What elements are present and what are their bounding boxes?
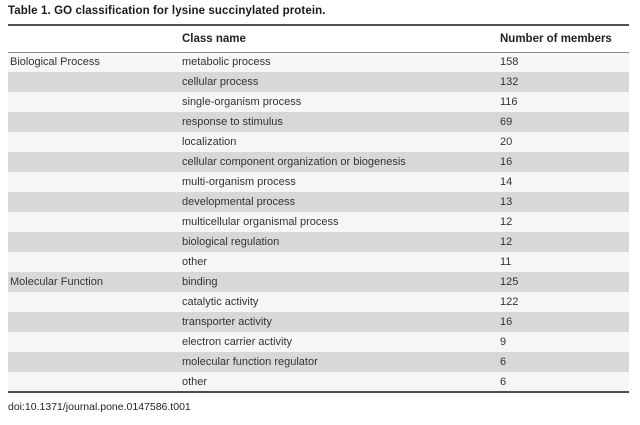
class-name-cell: response to stimulus bbox=[182, 116, 283, 128]
col-header-category bbox=[8, 25, 180, 53]
category-cell bbox=[8, 152, 180, 172]
class-name-cell: biological regulation bbox=[182, 236, 280, 248]
class-name-cell: metabolic process bbox=[182, 56, 271, 69]
table-row: cellular process 132 bbox=[8, 72, 629, 92]
category-cell bbox=[8, 352, 180, 372]
table-row: biological regulation 12 bbox=[8, 232, 629, 252]
col-header-number-of-members: Number of members bbox=[498, 25, 629, 53]
class-name-cell: binding bbox=[182, 276, 218, 288]
go-classification-table: Class name Number of members Biological … bbox=[8, 24, 629, 393]
class-name-cell: other bbox=[182, 375, 208, 388]
class-name-cell: catalytic activity bbox=[182, 296, 259, 308]
table-row: transporter activity 16 bbox=[8, 312, 629, 332]
member-count-cell: 6 bbox=[500, 375, 507, 388]
class-name-cell: single-organism process bbox=[182, 96, 302, 108]
category-cell: Molecular Function bbox=[10, 276, 103, 288]
table-row: response to stimulus 69 bbox=[8, 112, 629, 132]
class-name-cell: localization bbox=[182, 136, 237, 148]
table-row: electron carrier activity 9 bbox=[8, 332, 629, 352]
member-count-cell: 14 bbox=[500, 176, 513, 188]
table-row: Biological Process metabolic process 158 bbox=[8, 52, 629, 72]
table-row: multicellular organismal process 12 bbox=[8, 212, 629, 232]
member-count-cell: 69 bbox=[500, 116, 513, 128]
class-name-cell: other bbox=[182, 256, 208, 268]
category-cell bbox=[8, 192, 180, 212]
member-count-cell: 122 bbox=[500, 296, 519, 308]
table-row: single-organism process 116 bbox=[8, 92, 629, 112]
table-row: multi-organism process 14 bbox=[8, 172, 629, 192]
category-cell bbox=[8, 172, 180, 192]
table-row: Molecular Function binding 125 bbox=[8, 272, 629, 292]
category-cell bbox=[8, 372, 180, 392]
member-count-cell: 125 bbox=[500, 276, 519, 288]
doi-text: doi:10.1371/journal.pone.0147586.t001 bbox=[8, 401, 191, 413]
category-cell bbox=[8, 92, 180, 112]
class-name-cell: multicellular organismal process bbox=[182, 216, 339, 228]
header-row: Class name Number of members bbox=[8, 25, 629, 53]
class-name-cell: transporter activity bbox=[182, 316, 272, 328]
member-count-cell: 9 bbox=[500, 336, 507, 348]
table-row: localization 20 bbox=[8, 132, 629, 152]
category-cell: Biological Process bbox=[10, 56, 100, 69]
category-cell bbox=[8, 232, 180, 252]
member-count-cell: 16 bbox=[500, 156, 513, 168]
member-count-cell: 6 bbox=[500, 356, 507, 368]
table-row: other 11 bbox=[8, 252, 629, 272]
table-title: Table 1. GO classification for lysine su… bbox=[8, 5, 326, 17]
class-name-cell: cellular process bbox=[182, 76, 259, 88]
table-row: catalytic activity 122 bbox=[8, 292, 629, 312]
col-header-class-name: Class name bbox=[180, 25, 498, 53]
member-count-cell: 11 bbox=[500, 256, 512, 268]
member-count-cell: 132 bbox=[500, 76, 519, 88]
class-name-cell: electron carrier activity bbox=[182, 336, 293, 348]
member-count-cell: 13 bbox=[500, 196, 513, 208]
class-name-cell: developmental process bbox=[182, 196, 296, 208]
category-cell bbox=[8, 72, 180, 92]
table-row: cellular component organization or bioge… bbox=[8, 152, 629, 172]
category-cell bbox=[8, 132, 180, 152]
category-cell bbox=[8, 212, 180, 232]
class-name-cell: multi-organism process bbox=[182, 176, 296, 188]
member-count-cell: 12 bbox=[500, 236, 513, 248]
category-cell bbox=[8, 112, 180, 132]
member-count-cell: 158 bbox=[500, 56, 519, 69]
category-cell bbox=[8, 292, 180, 312]
member-count-cell: 12 bbox=[500, 216, 513, 228]
table-row: other 6 bbox=[8, 372, 629, 392]
member-count-cell: 16 bbox=[500, 316, 513, 328]
member-count-cell: 116 bbox=[500, 96, 518, 108]
category-cell bbox=[8, 252, 180, 272]
member-count-cell: 20 bbox=[500, 136, 513, 148]
category-cell bbox=[8, 332, 180, 352]
class-name-cell: molecular function regulator bbox=[182, 356, 318, 368]
table-row: molecular function regulator 6 bbox=[8, 352, 629, 372]
table-body: Biological Process metabolic process 158… bbox=[8, 52, 629, 392]
table-figure: Table 1. GO classification for lysine su… bbox=[8, 5, 629, 413]
category-cell bbox=[8, 312, 180, 332]
class-name-cell: cellular component organization or bioge… bbox=[182, 156, 406, 168]
table-row: developmental process 13 bbox=[8, 192, 629, 212]
